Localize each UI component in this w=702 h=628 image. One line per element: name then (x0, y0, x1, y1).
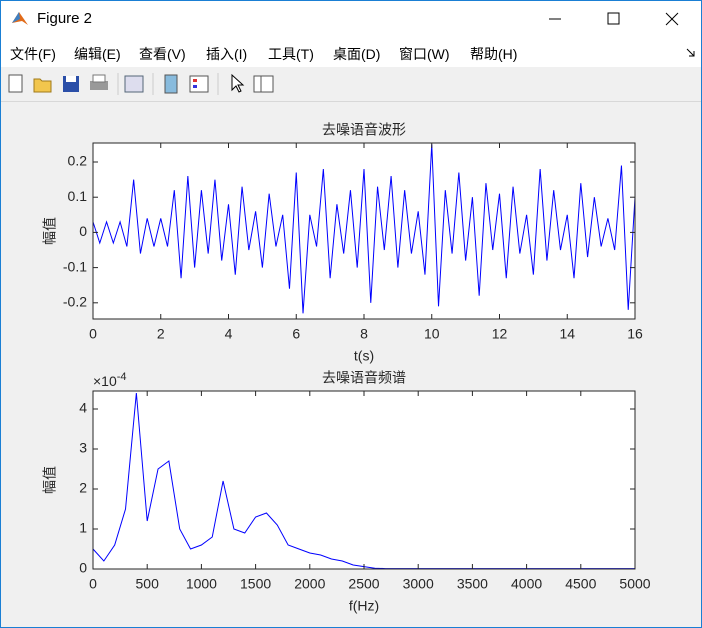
x-tick-label: 2 (157, 326, 165, 342)
x-tick-label: 4000 (511, 576, 542, 592)
y-offset-label: ×10-4 (93, 371, 127, 389)
dock-arrow[interactable] (685, 47, 697, 59)
legend-button[interactable] (189, 75, 209, 93)
menu-item[interactable]: 查看(V) (139, 46, 186, 62)
chart-title: 去噪语音频谱 (322, 370, 406, 386)
pointer-button[interactable] (231, 73, 245, 93)
data-line (92, 144, 636, 314)
x-tick-label: 0 (89, 576, 97, 592)
y-tick-label: 0.1 (68, 188, 88, 204)
open-button[interactable] (33, 78, 52, 93)
property-button[interactable] (253, 75, 274, 93)
y-tick-label: 3 (79, 440, 87, 456)
new-button[interactable] (8, 74, 23, 93)
x-tick-label: 16 (627, 326, 643, 342)
x-tick-label: 5000 (619, 576, 650, 592)
x-tick-label: 12 (492, 326, 508, 342)
y-tick-label: -0.2 (63, 294, 87, 310)
x-tick-label: 2500 (348, 576, 379, 592)
menu-item[interactable]: 桌面(D) (333, 46, 381, 62)
x-axis-label: f(Hz) (349, 598, 379, 614)
x-tick-label: 10 (424, 326, 440, 342)
save-button[interactable] (63, 76, 79, 92)
plots: 0 2 4 6 8 10 12 14 16-0.2-0.100.10.2去噪语音波形t(s)幅值… (42, 122, 651, 614)
x-axis-label: t(s) (354, 348, 374, 364)
menu-item[interactable]: 窗口(W) (399, 46, 450, 62)
menu-item[interactable]: 编辑(E) (74, 46, 121, 62)
y-offset-base: ×10 (93, 373, 117, 389)
x-tick-label: 0 (89, 326, 97, 342)
plot-area (93, 391, 635, 569)
x-tick-label: 4500 (565, 576, 596, 592)
app-icon (12, 12, 28, 25)
x-tick-label: 1500 (240, 576, 271, 592)
menu-item[interactable]: 帮助(H) (470, 46, 518, 62)
y-tick-label: 0 (79, 560, 87, 576)
title-bar: Figure 2 (1, 1, 701, 37)
y-axis-label: 幅值 (42, 466, 58, 494)
y-tick-label: 0.2 (68, 153, 88, 169)
menu-item[interactable]: 插入(I) (206, 46, 248, 62)
y-tick-label: 2 (79, 480, 87, 496)
y-offset-exponent: -4 (117, 371, 127, 383)
menu-bar: 文件(F) 编辑(E) 查看(V) 插入(I) 工具(T) 桌面(D) 窗口(W… (1, 37, 701, 67)
window-title: Figure 2 (37, 10, 93, 27)
menu-item[interactable]: 工具(T) (268, 46, 314, 62)
y-tick-label: 0 (79, 223, 87, 239)
x-tick-label: 4 (225, 326, 233, 342)
chart-title: 去噪语音波形 (322, 122, 406, 138)
menu-item[interactable]: 文件(F) (10, 46, 56, 62)
colorbar-button[interactable] (164, 74, 178, 94)
x-tick-label: 3000 (403, 576, 434, 592)
x-tick-label: 14 (559, 326, 575, 342)
y-tick-label: 1 (79, 520, 87, 536)
x-tick-label: 3500 (457, 576, 488, 592)
x-tick-label: 6 (292, 326, 300, 342)
y-tick-label: 4 (79, 400, 87, 416)
x-tick-label: 500 (136, 576, 160, 592)
link-button[interactable] (124, 75, 144, 93)
x-tick-label: 2000 (294, 576, 325, 592)
y-axis-label: 幅值 (42, 217, 58, 245)
print-button[interactable] (90, 74, 108, 90)
x-tick-label: 1000 (186, 576, 217, 592)
x-tick-label: 8 (360, 326, 368, 342)
y-tick-label: -0.1 (63, 258, 87, 274)
toolbar (1, 67, 701, 102)
window-controls[interactable] (541, 1, 701, 37)
